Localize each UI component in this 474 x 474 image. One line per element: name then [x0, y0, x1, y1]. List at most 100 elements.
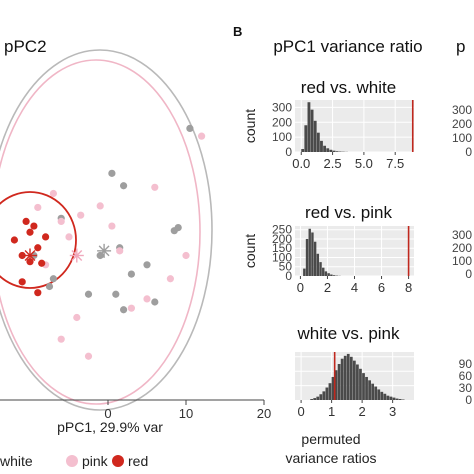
- histogram-bar: [313, 120, 317, 152]
- legend-swatch-pink: [66, 455, 78, 467]
- histogram-3: white vs. pink 0 1 2 3: [295, 324, 414, 419]
- scatter-plot: [0, 49, 213, 411]
- point-pink: [73, 313, 81, 322]
- histogram-bar: [331, 376, 335, 400]
- panel-a-title: pPC2: [4, 37, 47, 56]
- histogram-bar: [310, 109, 314, 152]
- histogram-bar: [392, 397, 396, 400]
- scatter-x-axis: 0 10 20: [0, 399, 271, 421]
- x-tick-label: 6: [378, 280, 385, 295]
- histogram-bar: [311, 232, 314, 276]
- centroid-white: [97, 243, 112, 258]
- point-pink: [84, 352, 93, 360]
- point-pink: [34, 203, 42, 212]
- point-pink: [151, 183, 159, 191]
- histogram-title: white vs. pink: [296, 324, 400, 343]
- histogram-bar: [307, 102, 311, 152]
- point-pink: [49, 189, 58, 198]
- histogram-bar: [386, 395, 390, 400]
- point-white: [174, 224, 182, 232]
- histogram-bar: [340, 358, 344, 400]
- histogram-bar: [335, 151, 339, 152]
- histogram-bar: [383, 393, 387, 400]
- point-red: [34, 289, 42, 297]
- histogram-bar: [334, 370, 338, 400]
- histogram-bar: [389, 396, 393, 400]
- point-pink: [198, 132, 206, 140]
- x-tick-label: 0: [297, 404, 304, 419]
- panel-b-label: B: [233, 24, 242, 39]
- histogram-bar: [303, 268, 306, 276]
- hist-x-label-line1: permuted: [301, 431, 360, 447]
- x-tick-label: 10: [179, 406, 193, 421]
- y-tick-label: 0: [285, 145, 292, 159]
- histogram-bar: [320, 140, 323, 152]
- histogram-bar: [322, 391, 326, 400]
- scatter-x-label: pPC1, 29.9% var: [57, 419, 163, 435]
- y-axis-label: count: [242, 234, 258, 268]
- y-tick-label: 50: [279, 260, 293, 274]
- histogram-bar: [305, 238, 309, 276]
- x-tick-label: 1: [328, 404, 335, 419]
- point-white: [112, 290, 120, 298]
- point-white: [108, 169, 116, 177]
- x-tick-label: 4: [351, 280, 358, 295]
- point-red: [34, 244, 42, 252]
- right-y-tick-label: 300: [452, 228, 472, 242]
- histogram-bar: [398, 399, 402, 400]
- histogram-bar: [359, 368, 362, 400]
- x-tick-label: 2: [324, 280, 331, 295]
- histogram-bar: [395, 398, 399, 400]
- point-red: [38, 259, 46, 267]
- panel-b-title: pPC1 variance ratio: [273, 37, 422, 56]
- legend-swatch-red: [112, 455, 124, 467]
- histogram-bar: [325, 387, 329, 400]
- right-y-tick-label: 300: [452, 103, 472, 117]
- x-tick-label: 5.0: [355, 156, 373, 171]
- histogram-bar: [380, 391, 384, 400]
- point-pink: [65, 233, 73, 241]
- histogram-bar: [332, 150, 336, 152]
- right-y-tick-label: 60: [459, 369, 473, 383]
- x-tick-label: 2: [359, 404, 366, 419]
- histogram-bar: [316, 253, 320, 276]
- right-y-tick-label: 200: [452, 117, 472, 131]
- histogram-bar: [316, 396, 320, 400]
- point-red: [30, 222, 38, 230]
- histogram-bar: [319, 262, 322, 276]
- right-y-tick-label: 0: [465, 145, 472, 159]
- y-tick-label: 200: [272, 232, 292, 246]
- point-white: [120, 306, 128, 314]
- histogram-bar: [313, 398, 317, 400]
- point-pink: [182, 251, 190, 260]
- right-y-tick-label: 100: [452, 254, 472, 268]
- right-y-tick-label: 0: [465, 393, 472, 407]
- y-tick-label: 100: [272, 130, 292, 144]
- histogram-bar: [343, 355, 347, 400]
- histogram-title: red vs. pink: [305, 203, 392, 222]
- histogram-bar: [308, 228, 311, 276]
- histogram-bar: [324, 271, 328, 276]
- legend-label-red: red: [128, 453, 148, 469]
- point-white: [151, 298, 159, 306]
- x-tick-label: 0: [104, 406, 111, 421]
- y-tick-label: 150: [272, 241, 292, 255]
- histogram-bar: [330, 274, 333, 276]
- y-tick-label: 250: [272, 223, 292, 237]
- histogram-bar: [371, 383, 375, 400]
- histogram-bar: [362, 373, 365, 400]
- point-pink: [127, 304, 135, 312]
- legend-label-pink: pink: [82, 453, 109, 469]
- red-range-ellipse: [0, 191, 77, 289]
- histogram-bar: [310, 399, 314, 400]
- point-pink: [166, 275, 174, 283]
- y-tick-label: 100: [272, 250, 292, 264]
- point-red: [42, 233, 50, 241]
- point-pink: [143, 295, 151, 303]
- right-y-tick-label: 0: [465, 267, 472, 281]
- histogram-bar: [365, 376, 368, 400]
- x-tick-label: 20: [257, 406, 271, 421]
